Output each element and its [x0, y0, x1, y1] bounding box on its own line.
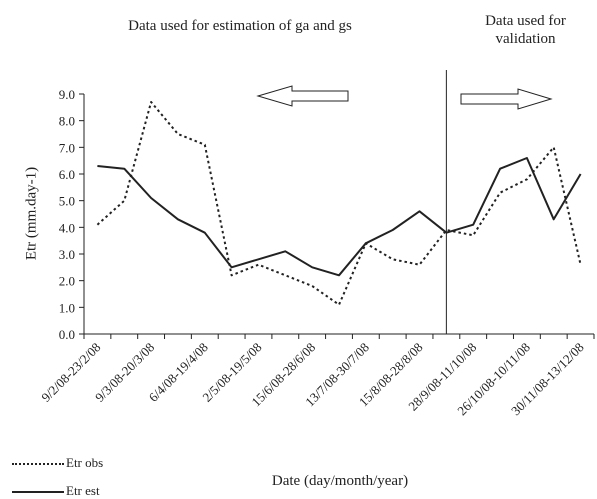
y-tick-label: 5.0: [59, 194, 75, 209]
y-tick-label: 2.0: [59, 274, 75, 289]
legend-item-est: Etr est: [12, 483, 100, 499]
annotation-estimation: Data used for estimation of ga and gs: [128, 18, 352, 34]
y-tick-label: 3.0: [59, 247, 75, 262]
left-arrow-icon: [256, 85, 349, 107]
y-axis-label: Etr (mm.day-1): [23, 166, 40, 261]
legend-label-est: Etr est: [66, 483, 100, 498]
y-tick-label: 4.0: [59, 220, 75, 235]
legend-item-obs: Etr obs: [12, 455, 103, 471]
annotation-validation-line2: validation: [495, 31, 556, 47]
y-tick-label: 1.0: [59, 300, 75, 315]
legend-swatch-solid: [12, 491, 64, 494]
annotation-validation-line1: Data used for: [485, 13, 566, 29]
y-tick-label: 9.0: [59, 87, 75, 102]
right-arrow-icon: [460, 88, 553, 110]
legend-label-obs: Etr obs: [66, 455, 104, 470]
y-tick-label: 7.0: [59, 140, 75, 155]
y-tick-label: 6.0: [59, 167, 75, 182]
annotation-validation: Data used for validation: [463, 12, 588, 48]
legend-swatch-dotted: [12, 463, 64, 466]
y-tick-label: 0.0: [59, 327, 75, 342]
series-line-etr-est: [97, 157, 582, 277]
y-tick-label: 8.0: [59, 114, 75, 129]
x-axis-label: Date (day/month/year): [271, 473, 409, 489]
